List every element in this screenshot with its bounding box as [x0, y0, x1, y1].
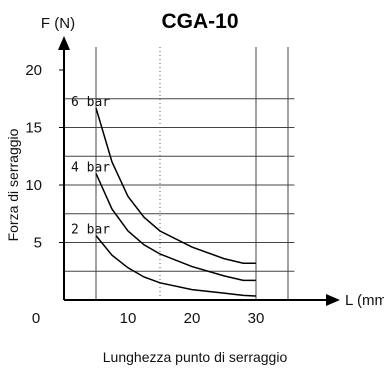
x-axis-head-label: L (mm)	[345, 292, 384, 309]
axes	[58, 36, 340, 306]
y-tick-label: 20	[25, 62, 42, 79]
y-tick-label: 5	[34, 235, 42, 252]
series-layer	[95, 107, 257, 297]
y-axis-label: Forza di serraggio	[5, 128, 21, 241]
y-axis-head-label: F (N)	[41, 15, 75, 32]
series-label: 2 bar	[71, 223, 110, 238]
x-axis-arrow-icon	[326, 294, 340, 306]
x-tick-label: 10	[120, 310, 137, 327]
y-axis-arrow-icon	[58, 36, 70, 50]
x-tick-label: 20	[184, 310, 201, 327]
chart-title: CGA-10	[161, 10, 238, 33]
x-tick-label: 30	[248, 310, 265, 327]
y-tick-label: 15	[25, 120, 42, 137]
y-tick-label: 10	[25, 177, 42, 194]
series-label: 4 bar	[71, 161, 110, 176]
x-axis-label: Lunghezza punto di serraggio	[103, 349, 288, 365]
series-line	[95, 107, 256, 264]
series-label: 6 bar	[71, 95, 110, 110]
series-line	[95, 235, 257, 297]
series-line	[95, 173, 256, 282]
grid	[64, 47, 295, 300]
labels-layer: 5 10 15 20 0 10 20 30 6 bar 4 bar 2 bar	[25, 62, 264, 327]
x-tick-label: 0	[32, 310, 40, 327]
